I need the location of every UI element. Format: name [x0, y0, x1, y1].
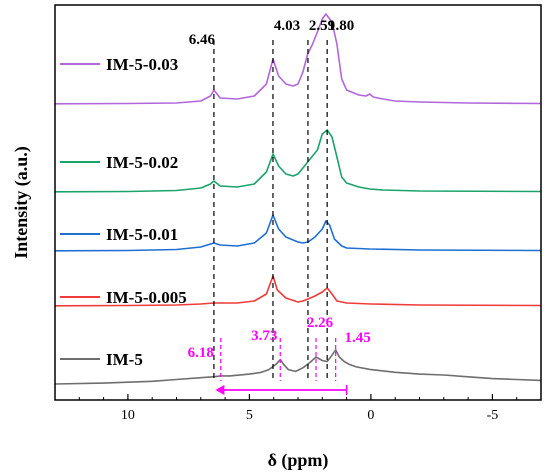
legend-label-im-5-0.03: IM-5-0.03: [106, 55, 178, 74]
series-line-im-5-0.005: [54, 275, 542, 307]
series-group: [54, 13, 542, 385]
x-tick-label--5: -5: [487, 408, 499, 423]
x-tick-label-10: 10: [121, 408, 135, 423]
legend-label-im-5-0.01: IM-5-0.01: [106, 225, 178, 244]
annotations-group: 6.46 4.03 2.591.80 6.18 3.73 2.26 1.45: [188, 18, 371, 395]
legend-label-im-5-0.02: IM-5-0.02: [106, 153, 178, 172]
im5-peak-label-2.26: 2.26: [307, 315, 334, 331]
series-line-im-5-0.01: [54, 214, 542, 252]
x-tick-label-0: 0: [367, 408, 374, 423]
series-line-im-5-0.02: [54, 129, 542, 193]
legend-label-im-5-0.005: IM-5-0.005: [106, 288, 187, 307]
reference-label-4.03: 4.03: [274, 18, 300, 34]
im5-peak-label-6.18: 6.18: [188, 345, 214, 361]
x-tick-label-5: 5: [246, 408, 253, 423]
shift-arrow-head: [215, 385, 225, 395]
im5-peak-label-1.45: 1.45: [345, 330, 371, 346]
x-axis-title: δ (ppm): [268, 450, 329, 471]
reference-label-6.46: 6.46: [189, 32, 216, 48]
reference-label-1.80: 1.80: [328, 18, 354, 34]
im5-peak-label-3.73: 3.73: [251, 328, 277, 344]
legend-group: IM-5-0.03 IM-5-0.02 IM-5-0.01 IM-5-0.005 IM-…: [60, 55, 187, 369]
axes-group: 10 5 0 -5 δ (ppm) Intensity (a.u.): [11, 4, 542, 471]
series-line-im-5-0.03: [54, 13, 542, 105]
series-line-im-5: [54, 349, 542, 385]
y-axis-title: Intensity (a.u.): [11, 146, 32, 259]
reference-label-2.59: 2.59: [309, 18, 335, 34]
legend-label-im-5: IM-5: [106, 350, 143, 369]
